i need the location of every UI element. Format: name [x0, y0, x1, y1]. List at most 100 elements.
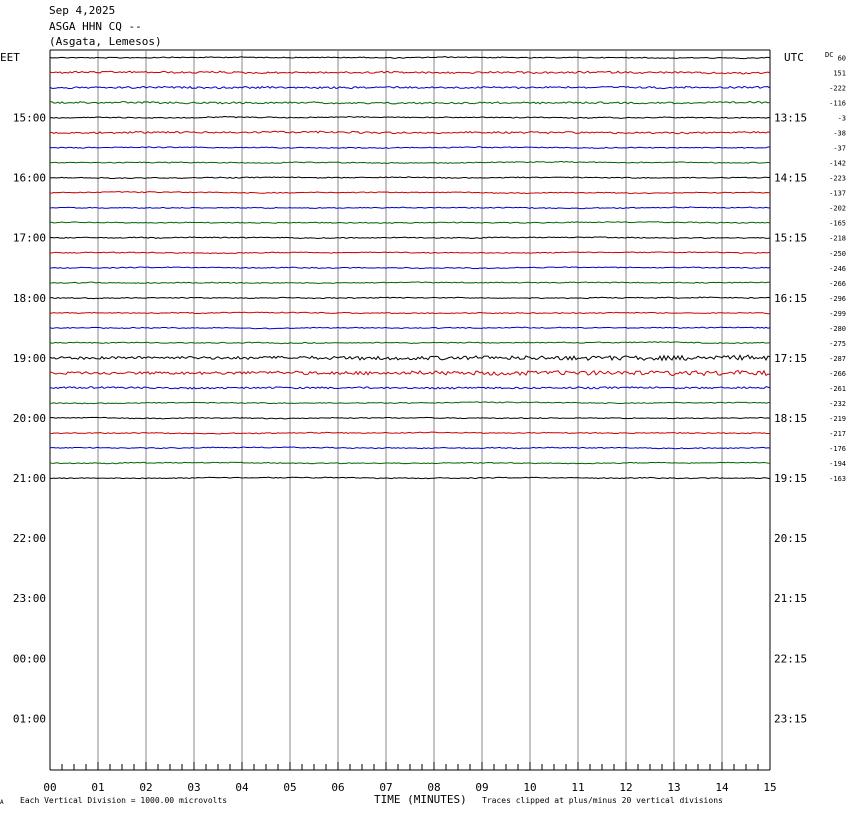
axis-labels: 00 01 02 03 04 05 06 07 08 09 10 11 12 13 14 15 15:00 16:…: [13, 55, 846, 795]
dc-offset-label: -176: [829, 445, 846, 453]
dc-offset-label: -223: [829, 175, 846, 183]
dc-offset-label: -222: [829, 85, 846, 93]
left-hour-label: 23:00: [13, 592, 46, 605]
x-tick-label: 00: [43, 781, 56, 794]
seismic-trace: [49, 341, 771, 345]
x-tick-label: 08: [427, 781, 440, 794]
seismic-trace: [49, 386, 771, 390]
seismic-trace: [49, 206, 771, 210]
dc-offset-label: -218: [829, 235, 846, 243]
seismic-trace: [49, 236, 771, 239]
seismic-trace: [49, 446, 771, 450]
dc-offset-label: -275: [829, 340, 846, 348]
left-hour-label: 19:00: [13, 352, 46, 365]
dc-offset-label: -246: [829, 265, 846, 273]
seismic-trace: [49, 431, 771, 435]
left-hour-label: 16:00: [13, 172, 46, 185]
x-axis-title: TIME (MINUTES): [374, 793, 467, 806]
seismic-trace: [49, 296, 771, 300]
x-tick-label: 06: [331, 781, 344, 794]
seismic-trace: [49, 311, 771, 315]
x-tick-label: 14: [715, 781, 729, 794]
left-hour-label: 01:00: [13, 712, 46, 725]
seismic-trace: [49, 221, 771, 225]
x-tick-label: 02: [139, 781, 152, 794]
dc-offset-label: -137: [829, 190, 846, 198]
dc-offset-label: -217: [829, 430, 846, 438]
seismic-trace: [49, 85, 771, 90]
right-hour-label: 18:15: [774, 412, 807, 425]
right-hour-label: 22:15: [774, 652, 807, 665]
seismic-trace: [49, 100, 771, 105]
seismic-trace: [49, 116, 771, 119]
vertical-division-note: Each Vertical Division = 1000.00 microvo…: [20, 796, 228, 805]
seismic-trace: [49, 326, 771, 330]
right-hour-label: 17:15: [774, 352, 807, 365]
dc-offset-label: -296: [829, 295, 846, 303]
seismic-trace: [49, 70, 771, 75]
dc-offset-label: -194: [829, 460, 846, 468]
seismic-trace: [49, 160, 771, 165]
right-hour-label: 20:15: [774, 532, 807, 545]
left-hour-label: 00:00: [13, 652, 46, 665]
seismic-trace: [49, 56, 771, 60]
x-tick-label: 01: [91, 781, 104, 794]
seismic-trace: [50, 476, 771, 480]
x-tick-label: 05: [283, 781, 296, 794]
seismic-trace: [49, 176, 771, 180]
chart-date: Sep 4,2025: [49, 4, 116, 17]
right-timezone-label: UTC: [784, 51, 804, 64]
left-hour-label: 17:00: [13, 232, 46, 245]
clipping-note: Traces clipped at plus/minus 20 vertical…: [482, 796, 723, 805]
right-hour-label: 21:15: [774, 592, 807, 605]
dc-offset-label: -38: [833, 130, 846, 138]
dc-offset-label: -3: [838, 115, 846, 123]
dc-offset-label: -232: [829, 400, 846, 408]
x-tick-label: 11: [571, 781, 584, 794]
right-hour-label: 13:15: [774, 112, 807, 125]
dc-offset-label: -37: [833, 145, 846, 153]
right-hour-label: 16:15: [774, 292, 807, 305]
left-hour-label: 22:00: [13, 532, 46, 545]
dc-offset-label: -202: [829, 205, 846, 213]
dc-offset-label: 60: [838, 55, 846, 63]
corner-mark: A: [0, 799, 4, 806]
dc-offset-label: -163: [829, 475, 846, 483]
dc-offset-label: -266: [829, 280, 846, 288]
dc-offset-label: -142: [829, 160, 846, 168]
dc-offset-label: -266: [829, 370, 846, 378]
seismic-trace: [49, 191, 771, 195]
dc-offset-label: -280: [829, 325, 846, 333]
left-hour-label: 21:00: [13, 472, 46, 485]
seismic-trace: [49, 461, 771, 465]
right-hour-label: 19:15: [774, 472, 807, 485]
dc-label: DC: [825, 51, 833, 59]
seismic-trace: [49, 130, 771, 135]
left-hour-label: 15:00: [13, 112, 46, 125]
seismic-trace: [49, 416, 771, 420]
x-tick-label: 12: [619, 781, 632, 794]
seismic-traces: [49, 56, 771, 480]
x-tick-label: 10: [523, 781, 536, 794]
seismic-trace: [49, 146, 771, 149]
grid-lines: [49, 49, 771, 771]
left-timezone-label: EET: [0, 51, 20, 64]
x-tick-label: 15: [763, 781, 776, 794]
seismic-trace: [49, 281, 771, 284]
right-hour-label: 23:15: [774, 712, 807, 725]
dc-offset-label: 151: [833, 70, 846, 78]
seismic-trace: [49, 251, 771, 255]
dc-offset-label: -299: [829, 310, 846, 318]
x-tick-label: 09: [475, 781, 488, 794]
right-hour-label: 15:15: [774, 232, 807, 245]
dc-offset-label: -250: [829, 250, 846, 258]
station-location: (Asgata, Lemesos): [49, 35, 162, 48]
seismic-trace: [49, 401, 771, 405]
dc-offset-label: -165: [829, 220, 846, 228]
station-code: ASGA HHN CQ --: [49, 20, 142, 33]
seismic-trace: [49, 369, 771, 377]
dc-offset-label: -261: [829, 385, 846, 393]
seismic-trace: [49, 354, 771, 362]
dc-offset-label: -287: [829, 355, 846, 363]
